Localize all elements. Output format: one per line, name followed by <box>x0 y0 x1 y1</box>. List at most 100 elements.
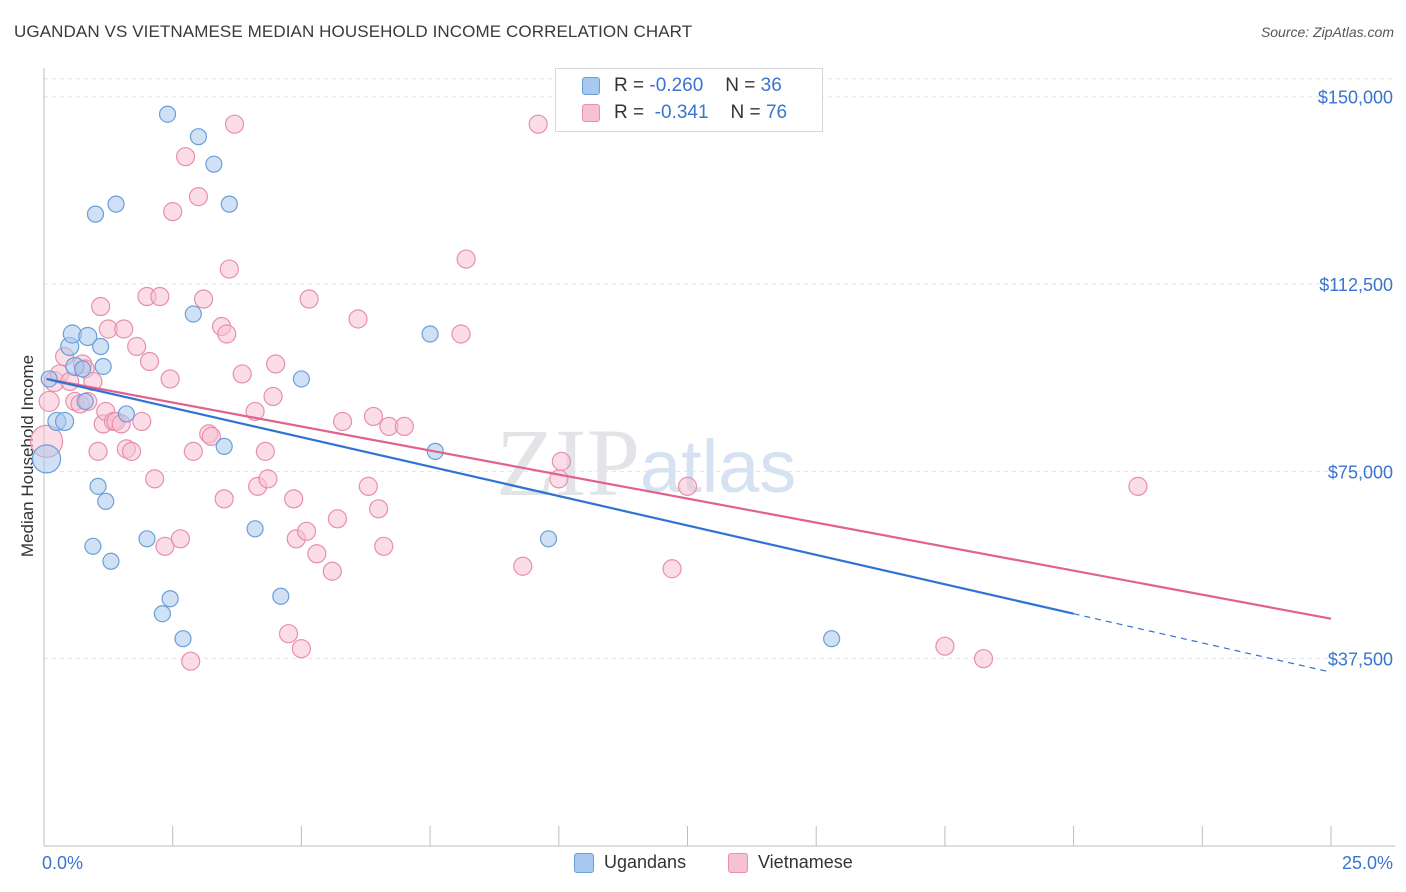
vietnamese-point <box>224 114 245 134</box>
ugandan-point <box>184 305 202 323</box>
legend-r-label: R = <box>614 102 645 123</box>
vietnamese-point <box>332 411 353 432</box>
vietnamese-point <box>121 441 142 461</box>
ugandan-point <box>246 520 264 538</box>
bottom-legend-swatch-ugandans <box>574 852 594 873</box>
vietnamese-point <box>263 386 283 407</box>
ugandan-point <box>107 195 125 213</box>
vietnamese-point <box>255 441 275 461</box>
vietnamese-point <box>181 651 201 671</box>
bottom-legend-vietnamese: Vietnamese <box>728 852 853 873</box>
y-tick-label: $75,000 <box>1328 462 1393 482</box>
ugandan-trend-line <box>46 377 1074 615</box>
legend-r-value: -0.341 <box>654 102 709 123</box>
vietnamese-point <box>363 406 384 427</box>
vietnamese-point <box>296 521 317 541</box>
legend-swatch-vietnamese <box>582 104 600 122</box>
vietnamese-point <box>139 351 160 372</box>
ugandan-point <box>174 630 192 648</box>
ugandan-point <box>823 630 841 648</box>
vietnamese-point <box>258 469 278 489</box>
legend-n-value: 76 <box>765 102 788 123</box>
ugandan-point <box>292 370 310 388</box>
ugandan-point <box>74 360 92 378</box>
watermark: ZIP atlas <box>496 409 796 516</box>
vietnamese-point <box>175 147 196 167</box>
ugandan-point <box>84 537 102 555</box>
vietnamese-point <box>394 416 414 437</box>
legend: R = -0.260 N = 36 R = -0.341 N = 76 <box>555 68 823 132</box>
tick-labels: $37,500 $75,000 $112,500 $150,000 0.0% 25.0% <box>42 88 1393 873</box>
legend-n-value: 36 <box>760 75 782 96</box>
vietnamese-point <box>456 249 476 269</box>
y-tick-label: $150,000 <box>1318 88 1393 108</box>
ugandan-point <box>189 128 208 146</box>
vietnamese-point <box>155 536 175 556</box>
ugandan-point <box>220 195 238 213</box>
bottom-legend-ugandans: Ugandans <box>574 852 686 873</box>
trend-lines <box>46 377 1332 673</box>
vietnamese-point <box>291 639 311 659</box>
ugandan-point <box>78 326 98 347</box>
vietnamese-point <box>214 489 234 509</box>
vietnamese-point <box>348 309 368 329</box>
ugandan-point <box>86 205 105 223</box>
vietnamese-point <box>278 624 299 644</box>
vietnamese-point <box>219 259 239 279</box>
vietnamese-point <box>38 390 60 413</box>
y-tick-label: $112,500 <box>1319 275 1393 295</box>
vietnamese-point <box>374 536 394 556</box>
ugandan-point <box>97 492 115 510</box>
vietnamese-points <box>29 114 1148 671</box>
vietnamese-point <box>91 296 111 317</box>
ugandan-point <box>205 155 223 173</box>
vietnamese-point <box>201 426 221 446</box>
legend-swatch-ugandans <box>582 77 600 95</box>
vietnamese-point <box>193 289 214 309</box>
ugandan-point <box>117 405 135 423</box>
vietnamese-point <box>299 289 319 309</box>
vietnamese-point <box>1128 476 1148 496</box>
ugandan-point <box>158 105 177 123</box>
legend-n-label: N = <box>730 102 761 123</box>
vietnamese-point <box>127 336 147 357</box>
ugandan-point <box>539 530 558 548</box>
vietnamese-point <box>528 114 548 134</box>
ugandan-point <box>102 552 120 570</box>
ugandan-points <box>31 105 841 648</box>
ugandan-point <box>272 587 290 605</box>
ugandan-trend-extension <box>1073 613 1332 673</box>
vietnamese-point <box>145 469 165 489</box>
vietnamese-point <box>551 451 571 471</box>
vietnamese-point <box>188 187 209 207</box>
vietnamese-point <box>677 476 698 496</box>
vietnamese-point <box>183 441 203 461</box>
source-label: Source: ZipAtlas.com <box>1260 24 1394 40</box>
ugandan-point <box>215 437 233 455</box>
legend-r-value: -0.260 <box>649 75 704 96</box>
ugandan-point <box>76 392 94 411</box>
vietnamese-point <box>163 202 183 222</box>
legend-row-ugandans: R = -0.260 N = 36 <box>582 74 782 98</box>
legend-n-label: N = <box>725 75 756 96</box>
vietnamese-point <box>327 509 348 529</box>
ugandan-point <box>94 357 112 376</box>
ugandan-point <box>421 325 439 343</box>
vietnamese-point <box>451 324 471 344</box>
ugandan-point <box>161 590 179 608</box>
vietnamese-point <box>513 556 533 576</box>
ugandan-point <box>54 411 75 432</box>
vietnamese-point <box>232 364 252 384</box>
vietnamese-point <box>284 489 304 509</box>
x-tick-label-max: 25.0% <box>1342 853 1393 873</box>
bottom-legend-label-ugandans: Ugandans <box>604 852 687 872</box>
vietnamese-point <box>160 369 180 389</box>
vietnamese-point <box>935 636 955 656</box>
vietnamese-point <box>662 559 682 579</box>
vietnamese-point <box>266 354 286 374</box>
vietnamese-point <box>973 649 994 669</box>
vietnamese-point <box>132 411 152 432</box>
x-tick-label-min: 0.0% <box>42 853 83 873</box>
ugandan-point <box>31 444 62 474</box>
